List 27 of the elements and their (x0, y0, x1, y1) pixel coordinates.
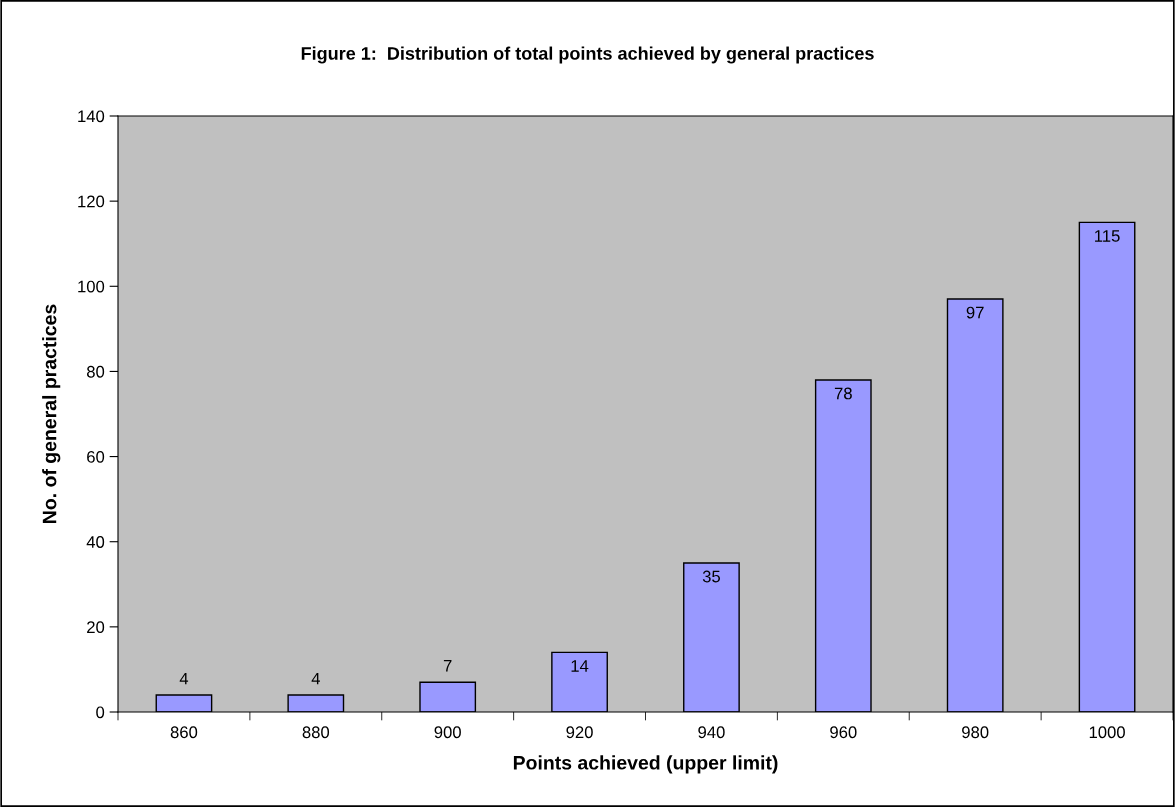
data-label: 97 (966, 306, 984, 319)
x-tick-label: 940 (698, 726, 725, 739)
x-tick-label: 980 (962, 726, 989, 739)
x-tick-label: 1000 (1089, 726, 1125, 739)
x-tick-label: 920 (566, 726, 593, 739)
y-tick-label: 100 (78, 280, 105, 293)
data-label: 4 (311, 672, 320, 685)
y-tick-label: 0 (96, 706, 105, 719)
data-label: 35 (702, 570, 721, 583)
y-tick-label: 80 (86, 365, 105, 378)
y-axis-title: No. of general practices (42, 304, 61, 523)
x-tick-label: 900 (434, 726, 461, 739)
y-tick-label: 20 (87, 621, 105, 634)
x-tick-label: 960 (830, 726, 857, 739)
x-tick-label: 880 (302, 726, 330, 739)
y-tick-label: 120 (78, 195, 105, 208)
data-label: 78 (834, 387, 852, 400)
y-tick-label: 140 (78, 110, 105, 123)
data-label: 115 (1095, 230, 1120, 242)
chart-title: Figure 1: Distribution of total points achieved by general practices (301, 46, 874, 64)
y-tick-label: 60 (87, 450, 105, 463)
x-axis-title: Points achieved (upper limit) (513, 755, 778, 774)
data-label: 4 (179, 672, 189, 685)
data-label: 7 (443, 660, 452, 672)
data-label: 14 (571, 660, 589, 672)
x-tick-label: 860 (170, 726, 198, 739)
y-tick-label: 40 (86, 536, 105, 548)
